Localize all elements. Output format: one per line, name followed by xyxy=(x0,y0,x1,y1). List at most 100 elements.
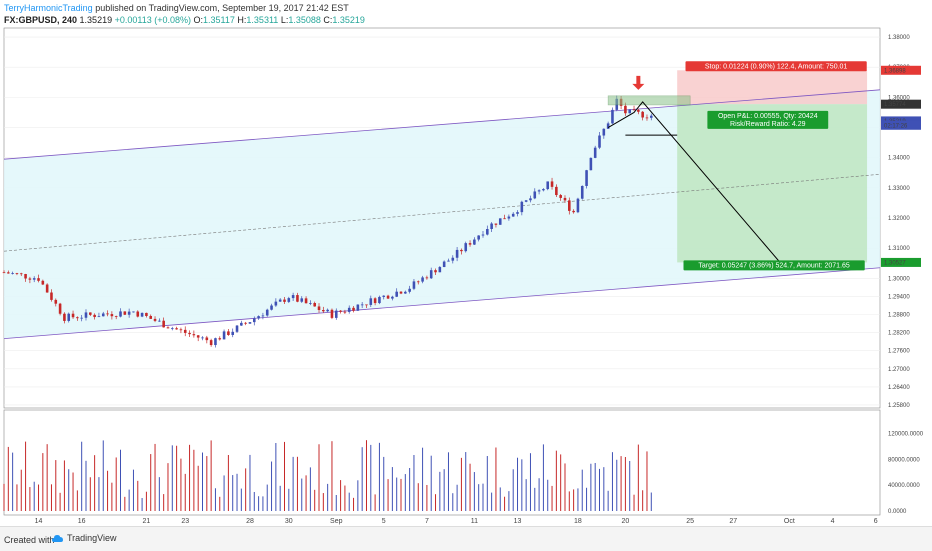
stop-zone xyxy=(677,70,868,105)
price-tag xyxy=(881,65,921,75)
symbol-info: FX:GBPUSD, 240 1.35219 +0.00113 (+0.08%)… xyxy=(4,15,365,25)
x-tick-label: 6 xyxy=(874,518,878,525)
x-tick-label: 30 xyxy=(285,518,293,525)
cloud-icon xyxy=(52,534,63,542)
volume-pane[interactable] xyxy=(3,409,881,516)
candle-body xyxy=(227,331,230,335)
candle-body xyxy=(460,249,463,252)
candle-body xyxy=(80,317,83,319)
candle-body xyxy=(542,189,545,191)
candle-body xyxy=(408,288,411,292)
channel-mid-line xyxy=(3,173,881,252)
candle-body xyxy=(451,257,455,261)
candle-body xyxy=(369,298,373,305)
candle-body xyxy=(412,281,416,289)
candle-body xyxy=(58,303,62,314)
candle-body xyxy=(41,280,45,285)
candle-body xyxy=(248,322,252,324)
candle-body xyxy=(490,223,493,230)
candle-body xyxy=(516,212,519,214)
candle-body xyxy=(546,181,550,190)
x-tick-label: 7 xyxy=(425,518,429,525)
pnl-label-text: Open P&L: 0.00555, Qty: 20424 xyxy=(718,113,818,120)
resistance-box xyxy=(607,95,691,106)
y-tick-label: 1.32000 xyxy=(888,216,910,222)
channel-upper-line xyxy=(3,89,881,160)
candle-body xyxy=(127,311,131,315)
candle-body xyxy=(7,272,10,274)
x-tick-label: 18 xyxy=(574,518,582,525)
y-tick-label: 1.28800 xyxy=(888,313,910,319)
price-chart[interactable]: Stop: 0.01224 (0.90%) 122.4, Amount: 750… xyxy=(0,0,932,526)
candle-body xyxy=(84,312,88,318)
candle-body xyxy=(339,310,342,312)
candle-body xyxy=(101,313,105,317)
candle-body xyxy=(611,109,614,124)
candle-body xyxy=(447,260,450,262)
last-price: 1.35219 xyxy=(79,15,113,25)
candle-body xyxy=(153,318,157,321)
low-label: L: xyxy=(280,15,289,25)
channel-fill xyxy=(4,89,880,339)
x-tick-label: 11 xyxy=(471,518,478,525)
target-label-text: Target: 0.05247 (3.86%) 524.7, Amount: 2… xyxy=(698,262,849,269)
candle-body xyxy=(2,272,6,274)
candle-body xyxy=(97,316,101,318)
candle-body xyxy=(183,329,187,333)
candle-body xyxy=(416,281,420,283)
candle-body xyxy=(309,303,312,304)
candle-body xyxy=(28,278,32,280)
x-tick-label: 5 xyxy=(382,518,386,525)
candle-body xyxy=(32,278,36,280)
candle-body xyxy=(132,311,135,313)
candle-body xyxy=(270,305,273,310)
x-tick-label: 25 xyxy=(686,518,694,525)
candle-body xyxy=(291,295,295,299)
candle-body xyxy=(71,313,75,318)
change-value: +0.00113 (+0.08%) xyxy=(114,15,191,25)
candle-body xyxy=(205,337,209,341)
candle-body xyxy=(343,311,347,313)
candle-body xyxy=(537,190,541,192)
candle-body xyxy=(637,109,640,112)
y-tick-label: 1.34000 xyxy=(888,156,910,162)
candle-body xyxy=(598,135,601,148)
candle-body xyxy=(11,273,14,274)
candle-body xyxy=(606,123,610,129)
candle-body xyxy=(391,296,394,299)
published-text: published on TradingView.com, September … xyxy=(92,3,349,13)
tradingview-logo[interactable]: TradingView xyxy=(52,533,117,543)
x-tick-label: 27 xyxy=(729,518,737,525)
candle-body xyxy=(149,315,153,319)
candle-body xyxy=(261,315,265,317)
candle-body xyxy=(231,331,235,335)
candle-body xyxy=(67,313,71,321)
candle-body xyxy=(386,295,390,299)
candle-body xyxy=(192,334,196,336)
candle-body xyxy=(222,331,226,340)
candle-body xyxy=(218,338,222,340)
candle-body xyxy=(524,200,528,202)
candle-body xyxy=(15,273,19,274)
candle-body xyxy=(283,299,286,302)
y-tick-label: 1.38000 xyxy=(888,35,910,41)
candle-body xyxy=(24,274,27,279)
price-tag-text: 02:17:26 xyxy=(884,123,908,129)
stop-label-text: Stop: 0.01224 (0.90%) 122.4, Amount: 750… xyxy=(705,63,848,70)
y-tick-label: 1.26400 xyxy=(888,385,910,391)
candle-body xyxy=(511,213,515,217)
author-link[interactable]: TerryHarmonicTrading xyxy=(4,3,93,13)
candle-body xyxy=(162,320,165,328)
volume-tick-label: 40000.0000 xyxy=(888,483,920,489)
candle-body xyxy=(421,277,424,282)
candle-body xyxy=(455,249,459,258)
candle-body xyxy=(175,328,178,330)
price-tag-text: 1.36898 xyxy=(884,68,906,74)
candle-body xyxy=(632,109,636,111)
candle-body xyxy=(464,243,468,252)
pnl-label-box xyxy=(707,110,829,129)
candle-body xyxy=(110,314,114,317)
pnl-label-text: Risk/Reward Ratio: 4.29 xyxy=(730,121,806,128)
candle-body xyxy=(503,218,506,220)
volume-tick-label: 80000.0000 xyxy=(888,457,920,463)
